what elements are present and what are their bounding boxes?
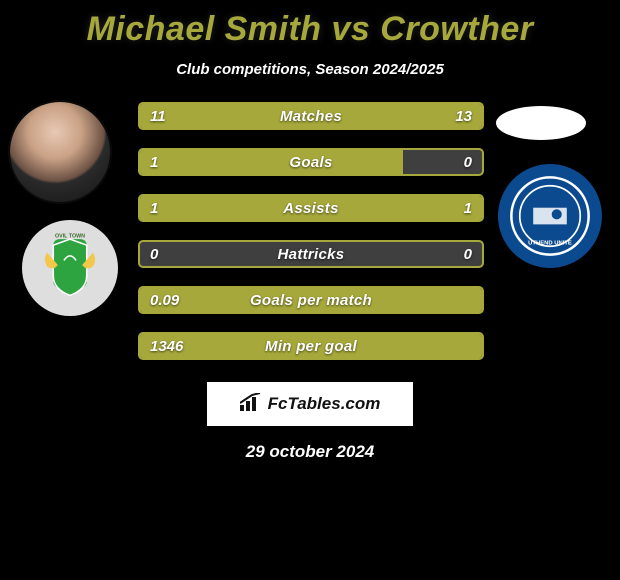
bar-label: Goals per match	[140, 288, 482, 312]
svg-text:OVIL TOWN: OVIL TOWN	[55, 234, 85, 240]
site-badge[interactable]: FcTables.com	[207, 382, 413, 426]
bar-label: Min per goal	[140, 334, 482, 358]
bar-label: Assists	[140, 196, 482, 220]
club-right-badge: UTHEND UNITE	[498, 164, 602, 268]
page-subtitle: Club competitions, Season 2024/2025	[0, 61, 620, 78]
club-crest-icon: UTHEND UNITE	[508, 174, 592, 258]
bar-value-right: 1	[464, 196, 472, 220]
shield-icon: OVIL TOWN	[32, 230, 108, 306]
player-left-avatar	[10, 102, 110, 202]
stat-bar-mpg: 1346 Min per goal	[138, 332, 484, 360]
bar-value-right: 0	[464, 150, 472, 174]
bar-label: Hattricks	[140, 242, 482, 266]
stat-bar-gpm: 0.09 Goals per match	[138, 286, 484, 314]
stat-bar-matches: 11 Matches 13	[138, 102, 484, 130]
bar-label: Goals	[140, 150, 482, 174]
bar-value-right: 0	[464, 242, 472, 266]
bar-label: Matches	[140, 104, 482, 128]
player-right-avatar	[496, 106, 586, 140]
bar-value-right: 13	[455, 104, 472, 128]
chart-icon	[240, 393, 262, 416]
stat-bars: 11 Matches 13 1 Goals 0 1 Assists 1 0 Ha…	[138, 102, 484, 360]
stat-bar-goals: 1 Goals 0	[138, 148, 484, 176]
svg-text:UTHEND UNITE: UTHEND UNITE	[528, 241, 572, 247]
snapshot-date: 29 october 2024	[0, 442, 620, 462]
stat-bar-hattricks: 0 Hattricks 0	[138, 240, 484, 268]
comparison-area: OVIL TOWN UTHEND UNITE 11 Matches 13 1 G…	[0, 102, 620, 462]
stat-bar-assists: 1 Assists 1	[138, 194, 484, 222]
club-left-badge: OVIL TOWN	[22, 220, 118, 316]
page-title: Michael Smith vs Crowther	[0, 0, 620, 49]
site-name: FcTables.com	[268, 394, 381, 414]
